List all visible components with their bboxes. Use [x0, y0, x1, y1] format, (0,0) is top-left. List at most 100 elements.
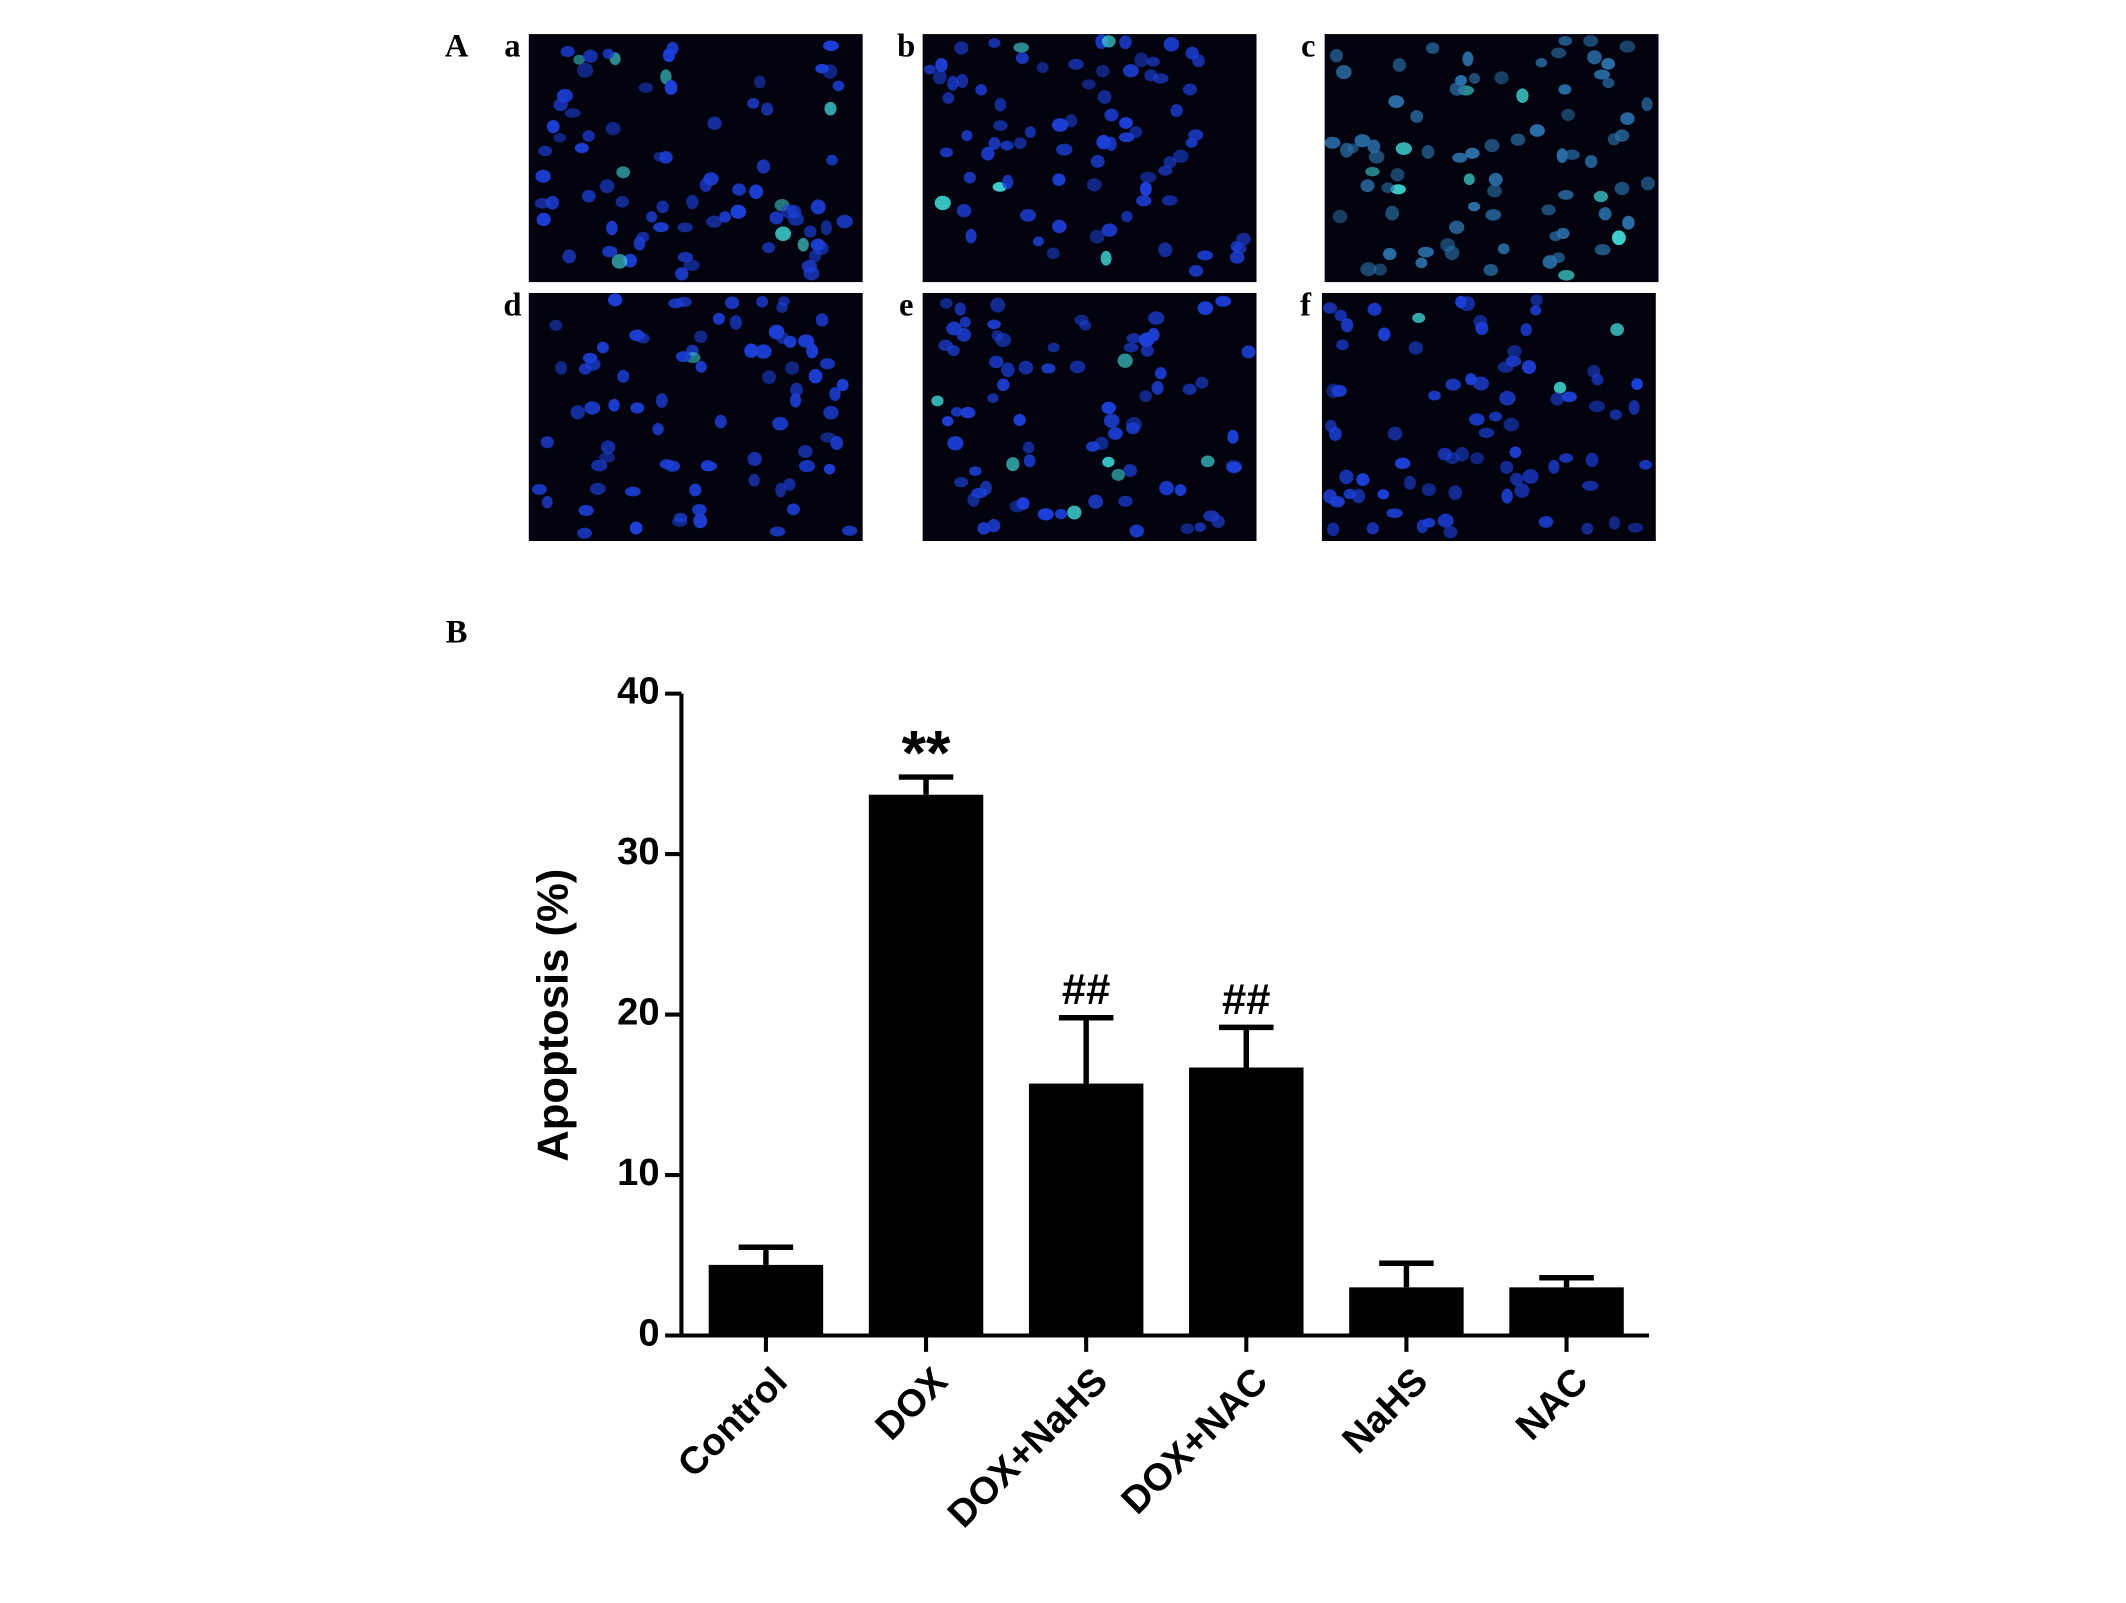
nucleus — [629, 329, 645, 342]
nucleus — [1170, 104, 1183, 118]
nucleus — [1215, 295, 1232, 307]
nucleus — [591, 459, 608, 472]
nucleus — [1395, 142, 1412, 156]
nucleus — [1172, 149, 1189, 163]
nucleus — [570, 405, 585, 420]
nucleus — [1090, 154, 1105, 168]
nucleus — [954, 477, 969, 488]
nucleus — [1538, 515, 1554, 528]
nucleus — [675, 267, 689, 281]
nucleus — [1556, 227, 1570, 240]
y-tick-label: 30 — [617, 830, 659, 873]
nucleus — [582, 352, 598, 364]
nucleus — [556, 88, 573, 103]
nucleus — [987, 518, 1001, 533]
nucleus — [1032, 236, 1044, 247]
nucleus — [1158, 242, 1173, 258]
nucleus — [790, 393, 802, 408]
nucleus — [1126, 333, 1142, 344]
nucleus — [1497, 361, 1514, 373]
nucleus — [836, 214, 853, 229]
nucleus — [954, 302, 966, 316]
micrograph — [922, 34, 1257, 283]
nucleus — [1013, 42, 1029, 53]
nucleus — [747, 97, 760, 109]
nucleus — [1514, 483, 1530, 498]
nucleus — [672, 516, 688, 527]
significance-label: ## — [1222, 976, 1271, 1024]
nucleus — [1323, 489, 1337, 504]
nucleus — [934, 195, 951, 211]
nucleus — [1229, 251, 1245, 264]
nucleus — [1088, 494, 1104, 509]
nucleus — [1000, 140, 1014, 151]
nucleus — [823, 405, 839, 420]
nucleus — [1140, 344, 1154, 357]
nucleus — [1101, 401, 1116, 414]
x-tick-label: DOX+NAC — [1113, 1359, 1276, 1522]
nucleus — [975, 84, 987, 96]
nucleus — [730, 204, 747, 219]
nucleus — [1459, 296, 1476, 312]
nucleus — [1334, 309, 1347, 322]
nucleus — [1365, 166, 1380, 177]
nucleus — [676, 296, 692, 308]
nucleus — [531, 484, 547, 495]
nucleus — [1386, 508, 1403, 518]
nucleus — [1394, 457, 1411, 470]
nucleus — [1558, 269, 1575, 281]
nucleus — [1009, 500, 1025, 513]
nucleus — [573, 54, 585, 65]
nucleus — [1561, 108, 1575, 121]
nucleus — [1601, 58, 1616, 70]
nucleus — [749, 184, 764, 200]
nucleus — [1119, 35, 1132, 50]
nucleus — [555, 361, 568, 375]
subpanel-label: a — [504, 29, 520, 65]
nucleus — [602, 48, 614, 59]
nucleus — [1197, 250, 1214, 261]
nucleus — [1126, 422, 1140, 435]
nucleus — [541, 495, 553, 509]
nucleus — [549, 319, 563, 331]
nucleus — [1013, 413, 1026, 427]
nucleus — [798, 460, 815, 473]
nucleus — [693, 513, 708, 529]
nucleus — [1188, 129, 1204, 141]
nucleus — [581, 189, 596, 203]
nucleus — [1356, 473, 1370, 487]
nucleus — [1510, 472, 1524, 486]
nucleus — [1622, 215, 1635, 230]
nucleus — [1550, 392, 1564, 406]
y-tick-label: 10 — [617, 1151, 659, 1194]
nucleus — [1102, 456, 1115, 468]
nucleus — [783, 478, 796, 491]
nucleus — [617, 369, 630, 383]
nucleus — [646, 211, 658, 223]
nucleus — [652, 422, 664, 436]
nucleus — [1415, 257, 1428, 269]
nucleus — [686, 194, 699, 210]
nucleus — [956, 204, 972, 218]
nucleus — [1593, 190, 1608, 203]
nucleus — [1069, 360, 1086, 374]
nucleus — [624, 486, 641, 497]
nucleus — [1522, 469, 1539, 484]
nucleus — [574, 142, 589, 154]
nucleus — [801, 259, 818, 274]
nucleus — [1022, 441, 1035, 454]
nucleus — [578, 504, 594, 516]
nucleus — [1611, 230, 1626, 246]
nucleus — [1488, 411, 1503, 422]
nucleus — [596, 341, 609, 354]
nucleus — [1449, 220, 1465, 234]
nucleus — [1448, 485, 1463, 500]
nucleus — [1054, 508, 1068, 520]
nucleus — [1104, 108, 1119, 122]
nucleus — [1455, 446, 1469, 462]
nucleus — [629, 521, 643, 535]
nucleus — [1182, 83, 1197, 96]
nucleus — [1475, 321, 1489, 335]
nucleus — [1203, 510, 1220, 522]
bar — [1189, 1067, 1304, 1336]
